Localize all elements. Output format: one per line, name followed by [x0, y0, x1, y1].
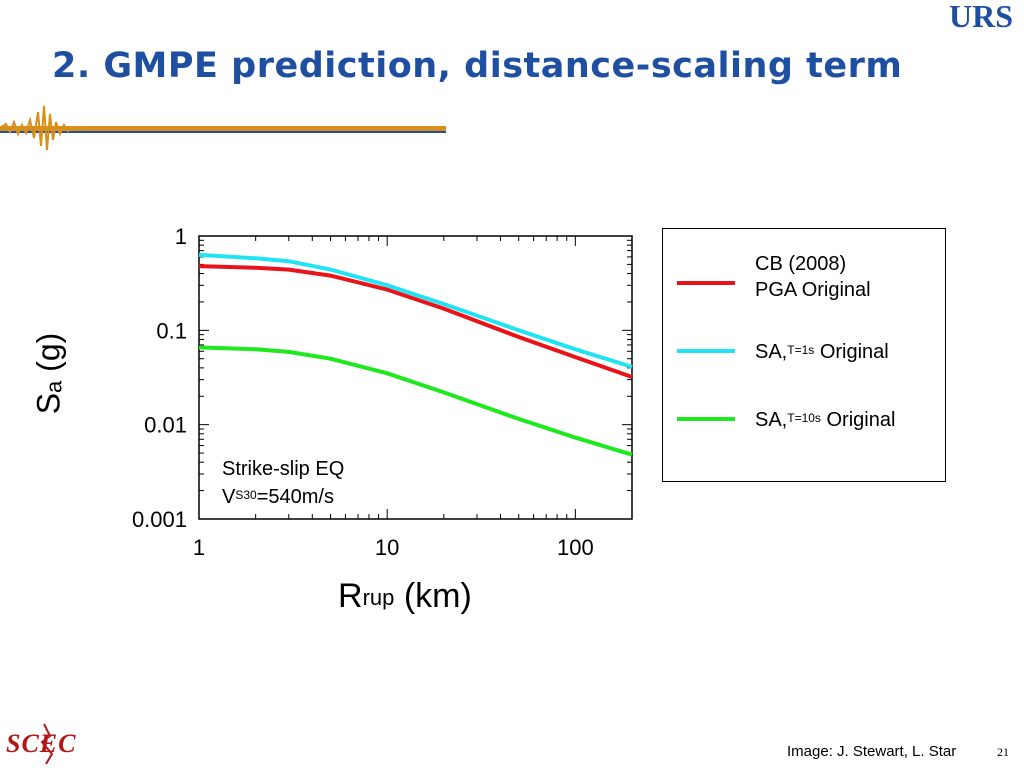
footer-credit: Image: J. Stewart, L. Star — [787, 743, 957, 760]
legend-label-sa-10s-main: SA, — [755, 409, 788, 431]
y-axis-label-sub: a — [41, 380, 67, 393]
y-tick-label: 0.01 — [144, 413, 187, 438]
urs-logo: URS — [949, 0, 1013, 30]
plot-frame — [198, 235, 633, 520]
legend-swatch-sa-1s — [677, 349, 735, 353]
seismogram-divider-icon — [0, 105, 446, 151]
legend-label-pga-line2: PGA Original — [755, 279, 871, 301]
urs-logo-text: URS — [949, 0, 1013, 30]
legend-swatch-pga — [677, 281, 735, 285]
annotation-vs30-main: V — [222, 486, 236, 508]
x-axis-label-sub: rup — [362, 585, 395, 610]
x-axis-label-unit: (km) — [403, 577, 472, 615]
y-axis-label-unit: (g) — [30, 332, 67, 372]
x-tick-label: 1 — [193, 535, 205, 560]
legend-label-sa-1s-sub: T=1s — [787, 343, 815, 357]
y-axis-label-main: S — [30, 392, 67, 415]
annotation-vs30-rest: =540m/s — [256, 486, 334, 508]
slide-title: 2. GMPE prediction, distance-scaling ter… — [52, 46, 903, 86]
x-axis-label-main: R — [338, 577, 363, 615]
y-tick-label: 0.1 — [156, 318, 187, 343]
x-tick-label: 100 — [557, 535, 594, 560]
annotation-eq-type: Strike-slip EQ — [222, 458, 345, 480]
page-number: 21 — [997, 745, 1009, 759]
x-tick-label: 10 — [375, 535, 399, 560]
y-tick-label: 0.001 — [132, 507, 187, 532]
series-line-1 — [198, 252, 633, 369]
scec-logo-text: SCEC — [6, 729, 77, 758]
legend-label-sa-10s: SA,T=10s Original — [755, 405, 895, 433]
series-line-0 — [198, 264, 633, 379]
legend-label-sa-10s-rest: Original — [826, 409, 896, 431]
legend-swatch-sa-10s — [677, 417, 735, 421]
legend-label-pga-line1: CB (2008) — [755, 253, 847, 275]
legend-label-sa-1s-rest: Original — [819, 341, 889, 363]
legend-label-sa-1s: SA,T=1s Original — [755, 337, 889, 365]
annotation-vs30: VS30=540m/s — [222, 486, 334, 509]
chart-legend: CB (2008) PGA Original SA,T=1s Original … — [662, 228, 946, 482]
series-line-2 — [198, 345, 633, 457]
legend-label-sa-1s-main: SA, — [755, 341, 788, 363]
annotation-vs30-sub: S30 — [235, 488, 257, 502]
y-tick-label: 1 — [175, 224, 187, 249]
y-axis-label: Sa (g) — [30, 300, 118, 450]
legend-label-sa-10s-sub: T=10s — [787, 411, 821, 425]
x-axis-label: Rrup (km) — [338, 577, 472, 616]
scec-logo: SCEC — [6, 723, 77, 765]
